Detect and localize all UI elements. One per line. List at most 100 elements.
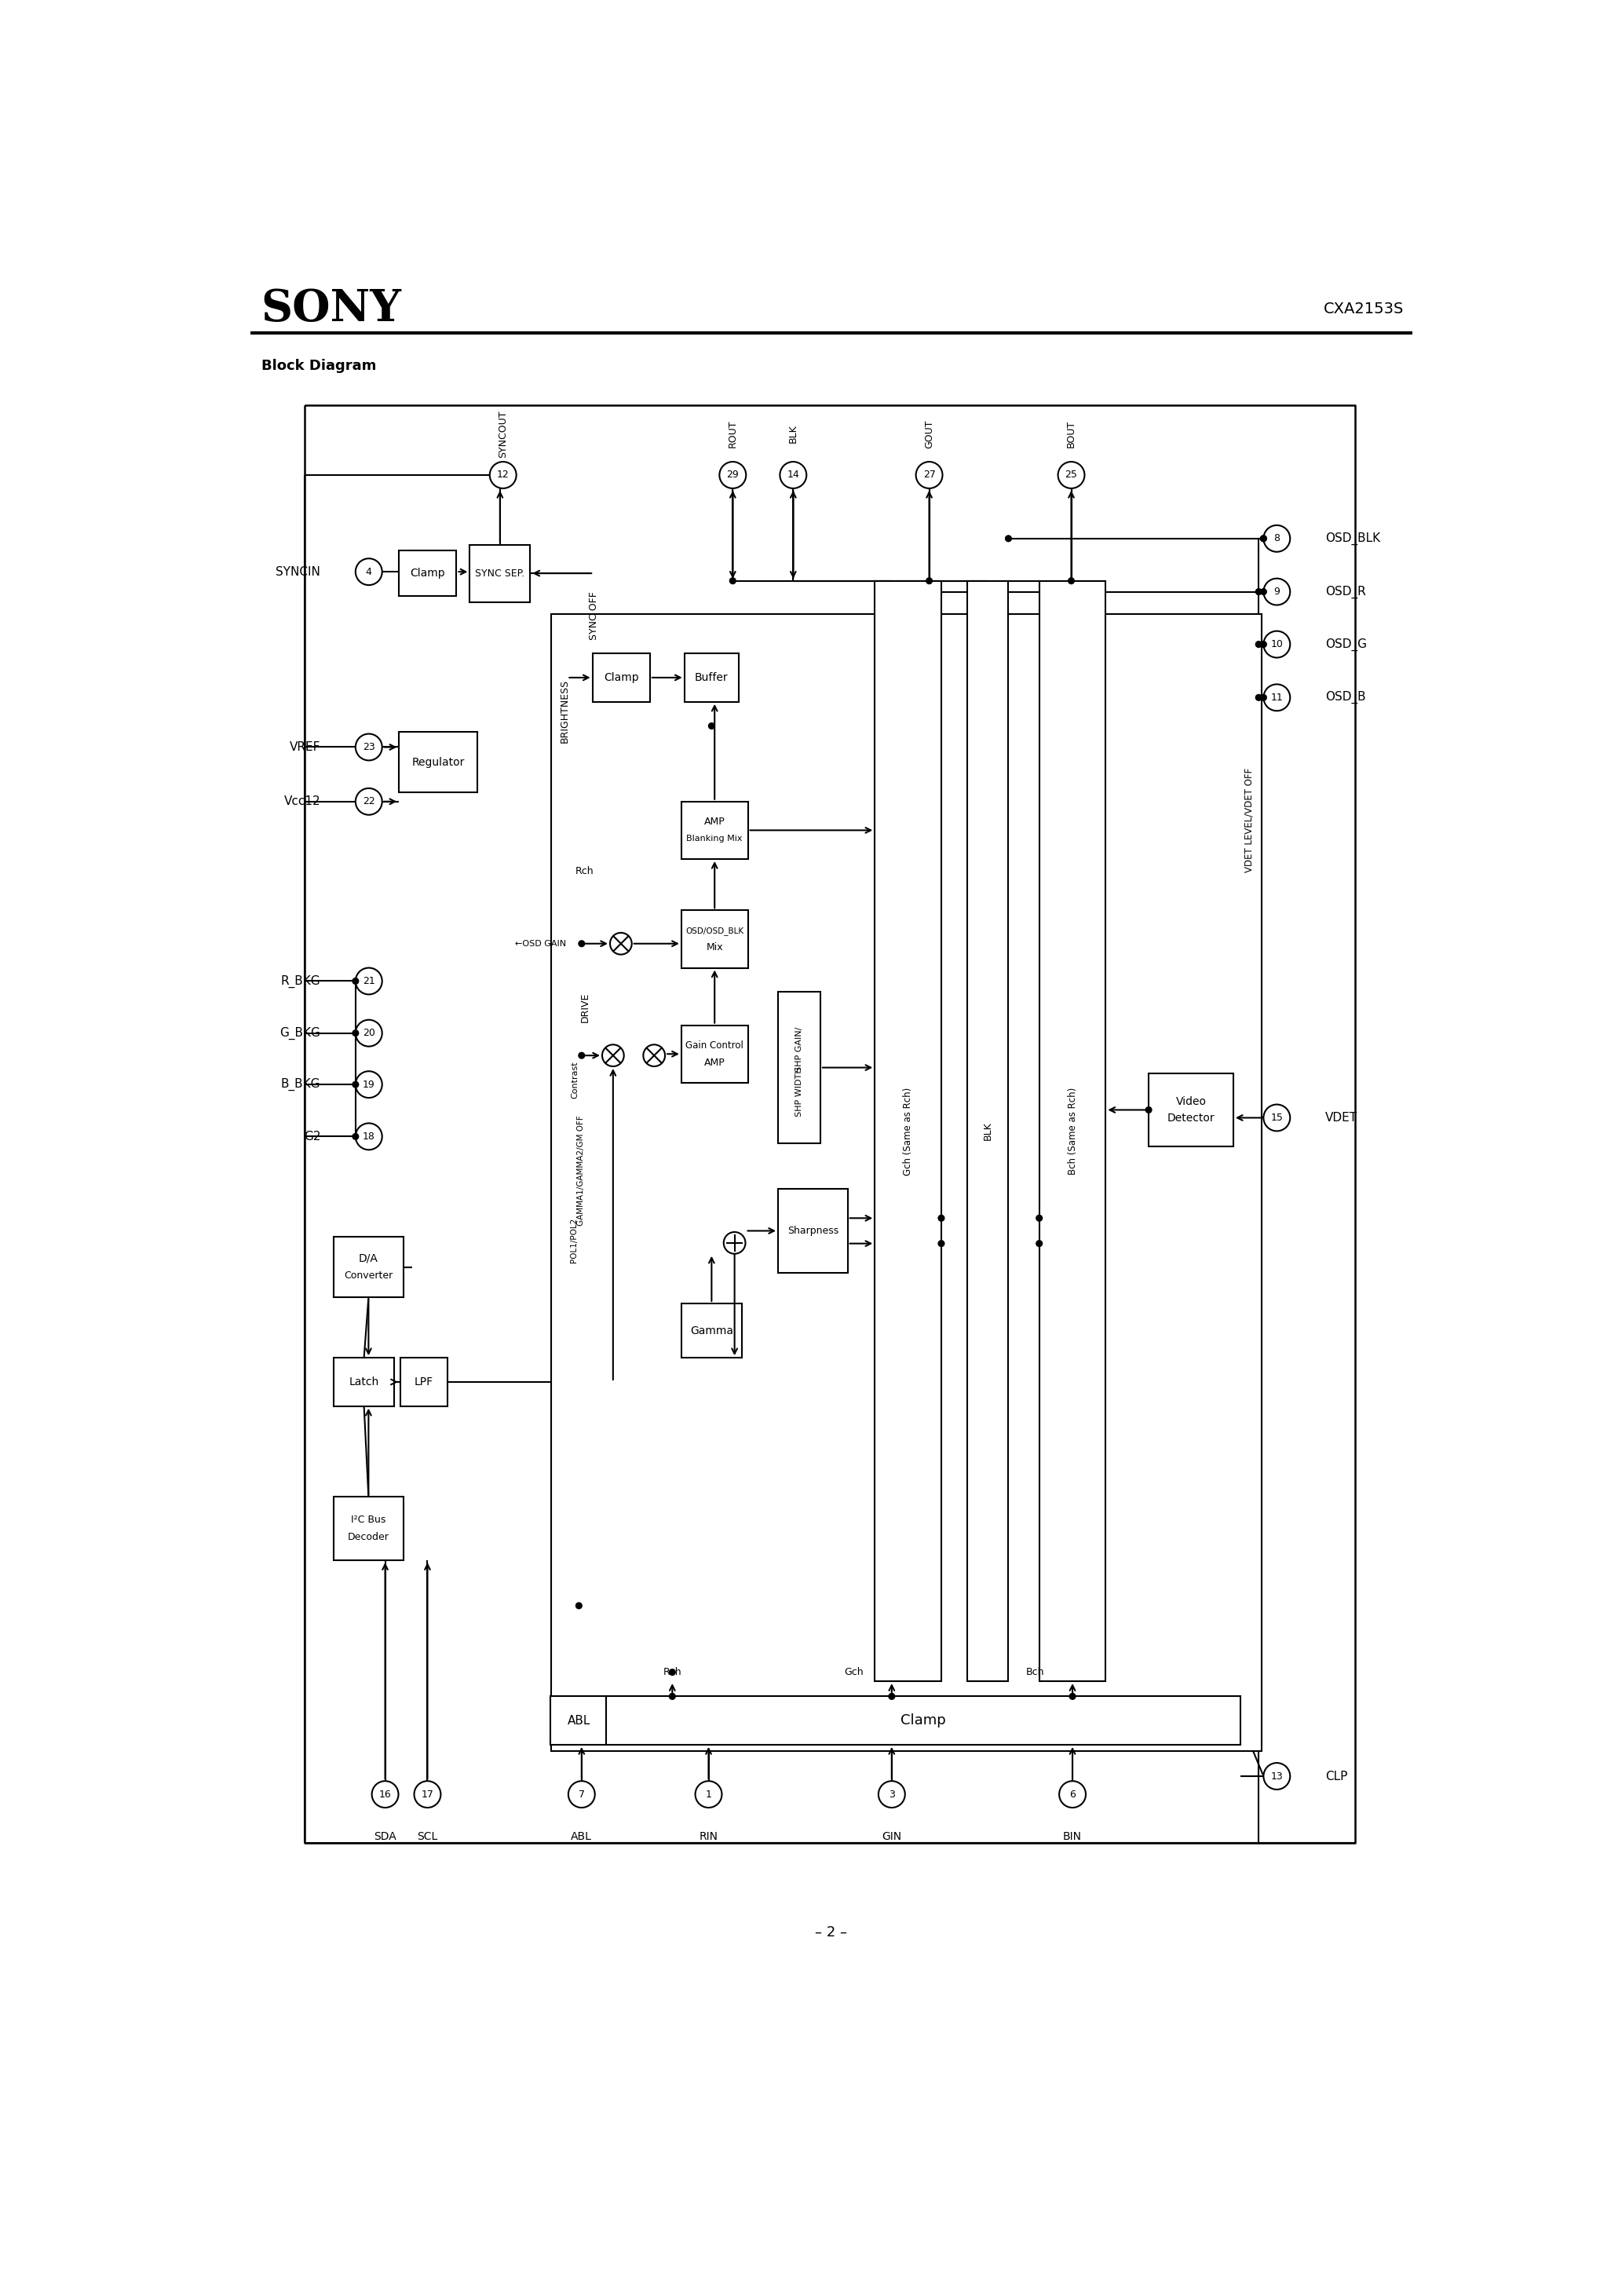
Circle shape (1058, 461, 1085, 489)
Circle shape (610, 932, 633, 955)
Text: 11: 11 (1270, 693, 1283, 703)
Bar (592, 654, 650, 703)
Circle shape (644, 1045, 665, 1065)
Text: VDET LEVEL/VDET OFF: VDET LEVEL/VDET OFF (1244, 767, 1254, 872)
Text: 19: 19 (363, 1079, 375, 1091)
Text: D/A: D/A (358, 1254, 378, 1265)
Text: Clamp: Clamp (603, 673, 639, 684)
Text: GOUT: GOUT (925, 420, 934, 448)
Text: OSD_G: OSD_G (1325, 638, 1367, 650)
Text: Gamma: Gamma (689, 1325, 733, 1336)
Circle shape (723, 1233, 746, 1254)
Bar (399, 732, 477, 792)
Circle shape (371, 1782, 399, 1807)
Circle shape (879, 1782, 905, 1807)
Circle shape (1255, 588, 1262, 595)
Text: 20: 20 (363, 1029, 375, 1038)
Circle shape (352, 1134, 358, 1139)
Text: Regulator: Regulator (412, 758, 466, 767)
Text: Blanking Mix: Blanking Mix (686, 836, 743, 843)
Text: B_BKG: B_BKG (281, 1079, 321, 1091)
Circle shape (1036, 1240, 1043, 1247)
Text: Rch: Rch (663, 1667, 681, 1678)
Circle shape (490, 461, 516, 489)
Text: Gch: Gch (843, 1667, 863, 1678)
Circle shape (1255, 641, 1262, 647)
Text: G2: G2 (303, 1130, 321, 1143)
Circle shape (889, 1694, 895, 1699)
Circle shape (1260, 641, 1267, 647)
Text: AMP: AMP (704, 1058, 725, 1068)
Text: Bch: Bch (1025, 1667, 1045, 1678)
Text: VDET: VDET (1325, 1111, 1358, 1123)
Text: 6: 6 (1069, 1789, 1075, 1800)
Text: OSD_B: OSD_B (1325, 691, 1366, 705)
Circle shape (1264, 631, 1289, 657)
Circle shape (352, 1081, 358, 1088)
Text: 9: 9 (1273, 588, 1280, 597)
Text: Mix: Mix (706, 941, 723, 953)
Text: Rch: Rch (574, 866, 594, 877)
Bar (470, 544, 530, 602)
Text: SCL: SCL (417, 1832, 438, 1841)
Text: BLK: BLK (788, 425, 798, 443)
Circle shape (1264, 526, 1289, 551)
Text: SHP WIDTH: SHP WIDTH (795, 1068, 803, 1116)
Bar (1148, 1075, 1233, 1146)
Circle shape (1069, 579, 1074, 583)
Circle shape (926, 579, 933, 583)
Text: DRIVE: DRIVE (581, 992, 590, 1022)
Circle shape (780, 461, 806, 489)
Text: 7: 7 (579, 1789, 586, 1800)
Bar (681, 1304, 741, 1357)
Text: Detector: Detector (1168, 1114, 1215, 1123)
Text: Sharpness: Sharpness (787, 1226, 839, 1235)
Circle shape (355, 1019, 383, 1047)
Circle shape (1255, 693, 1262, 700)
Text: ABL: ABL (568, 1715, 590, 1727)
Text: 3: 3 (889, 1789, 895, 1800)
Bar (681, 912, 748, 969)
Text: 17: 17 (422, 1789, 433, 1800)
Text: 13: 13 (1270, 1770, 1283, 1782)
Text: Video: Video (1176, 1095, 1207, 1107)
Circle shape (1036, 1215, 1043, 1221)
Text: ABL: ABL (571, 1832, 592, 1841)
Circle shape (355, 788, 383, 815)
Text: RIN: RIN (699, 1832, 719, 1841)
Text: R_BKG: R_BKG (281, 976, 321, 987)
Circle shape (576, 1603, 582, 1609)
Text: SYNC SEP.: SYNC SEP. (475, 567, 526, 579)
Text: GIN: GIN (882, 1832, 902, 1841)
Text: POL1/POL2: POL1/POL2 (569, 1217, 577, 1263)
Circle shape (1264, 684, 1289, 712)
Bar (874, 581, 941, 1681)
Text: – 2 –: – 2 – (816, 1924, 847, 1940)
Text: 27: 27 (923, 471, 936, 480)
Text: 29: 29 (727, 471, 740, 480)
Text: SYNCOUT: SYNCOUT (498, 411, 508, 457)
Circle shape (355, 969, 383, 994)
Circle shape (1264, 579, 1289, 606)
Text: 15: 15 (1270, 1114, 1283, 1123)
Text: VREF: VREF (290, 742, 321, 753)
Bar (334, 1357, 394, 1405)
Circle shape (1260, 588, 1267, 595)
Circle shape (355, 1123, 383, 1150)
Circle shape (1260, 535, 1267, 542)
Circle shape (720, 461, 746, 489)
Text: Vcc12: Vcc12 (284, 797, 321, 808)
Bar (334, 1497, 404, 1561)
Text: Clamp: Clamp (410, 567, 446, 579)
Text: Contrast: Contrast (571, 1061, 579, 1097)
Text: OSD_R: OSD_R (1325, 585, 1366, 597)
Text: Bch (Same as Rch): Bch (Same as Rch) (1067, 1088, 1077, 1176)
Bar (779, 992, 821, 1143)
Circle shape (916, 461, 942, 489)
Text: Buffer: Buffer (694, 673, 728, 684)
Circle shape (414, 1782, 441, 1807)
Text: SHP GAIN/: SHP GAIN/ (795, 1026, 803, 1072)
Text: 12: 12 (496, 471, 509, 480)
Text: 25: 25 (1066, 471, 1077, 480)
Text: ROUT: ROUT (728, 420, 738, 448)
